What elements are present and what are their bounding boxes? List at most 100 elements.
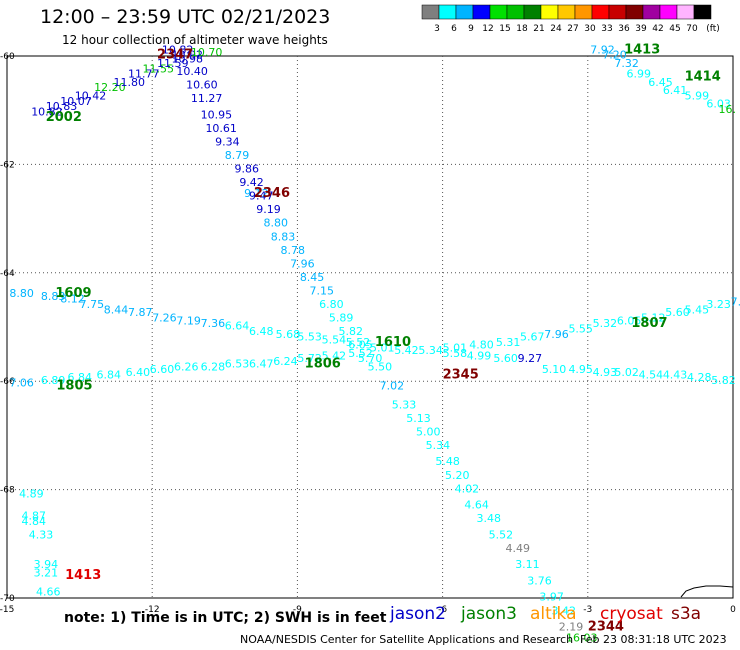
swh-value: 5.42 (394, 344, 419, 357)
swh-value: 5.72 (297, 352, 322, 365)
swh-value: 5.00 (416, 425, 441, 438)
swh-value: 5.33 (392, 398, 417, 411)
x-tick-label: -6 (438, 605, 447, 615)
swh-value: 5.01 (370, 341, 395, 354)
swh-value: 2.19 (559, 621, 584, 634)
swh-value: 5.01 (443, 341, 468, 354)
swh-value: 10.95 (201, 108, 233, 121)
swh-value: 6.28 (201, 360, 226, 373)
swh-value: 3.48 (476, 512, 501, 525)
swh-value: 6.47 (249, 358, 274, 371)
swh-value: 7.20 (602, 49, 627, 62)
swh-value: 4.64 (464, 499, 489, 512)
swh-value: 5.53 (297, 331, 322, 344)
colorbar-label: 3 (434, 24, 440, 34)
swh-value: 7.96 (290, 257, 315, 270)
legend-jason3: jason3 (461, 604, 517, 624)
swh-value: 8.83 (41, 290, 66, 303)
pass-time-label: 1805 (56, 378, 92, 393)
swh-value: 10.82 (162, 43, 194, 56)
colorbar-label: 9 (468, 24, 474, 34)
swh-value: 8.78 (280, 244, 305, 257)
pass-time-label: 1807 (631, 316, 667, 331)
swh-value: 6.40 (126, 366, 151, 379)
swh-value: 5.32 (593, 317, 618, 330)
swh-value: 5.70 (358, 352, 383, 365)
pass-time-label: 1610 (375, 335, 411, 350)
swh-value: 9.12 (244, 187, 269, 200)
y-tick-label: -68 (0, 486, 15, 496)
swh-value: 5.60 (665, 306, 690, 319)
swh-value: 4.95 (568, 363, 593, 376)
map-frame (6, 55, 734, 599)
colorbar-label: 27 (567, 24, 578, 34)
pass-time-label: 2002 (46, 110, 82, 125)
colorbar-label: 45 (669, 24, 680, 34)
swh-value: 3.76 (527, 574, 552, 587)
swh-value: 7.92 (590, 43, 615, 56)
swh-value: 6.41 (663, 84, 688, 97)
swh-value: 5.54 (322, 333, 347, 346)
axis-ticks: -15 -12 -9 -6 -3 0 -60 -62 -64 -66 -68 -70 (0, 52, 736, 615)
swh-value: 9.27 (518, 352, 543, 365)
swh-value: 5.42 (322, 350, 347, 363)
swh-value: 5.67 (520, 331, 545, 344)
legend-jason2: jason2 (390, 604, 446, 624)
colorbar-label: 39 (635, 24, 647, 34)
swh-value: 5.82 (711, 374, 736, 387)
legend-s3a: s3a (671, 604, 702, 624)
colorbar-label: 70 (686, 24, 698, 34)
colorbar-swatch (659, 4, 678, 20)
legend-cryosat: cryosat (600, 604, 663, 624)
swh-value: 5.12 (641, 312, 666, 325)
swh-value: 7.32 (614, 57, 639, 70)
swh-value: 11.59 (157, 57, 189, 70)
swh-value: 5.68 (276, 328, 301, 341)
y-tick-label: -64 (0, 269, 15, 279)
y-tick-label: -62 (0, 160, 15, 170)
swh-value: 6.45 (648, 76, 673, 89)
swh-value: 10.70 (191, 46, 223, 59)
swh-value: 10.60 (186, 79, 218, 92)
swh-value: 6.80 (319, 298, 344, 311)
swh-value: 5.48 (435, 455, 460, 468)
swh-value: 12.20 (94, 81, 126, 94)
colorbar-label: 15 (499, 24, 510, 34)
colorbar-swatch (574, 4, 593, 20)
colorbar-swatch (472, 4, 491, 20)
swh-value: 6.84 (97, 368, 122, 381)
y-tick-label: -60 (0, 52, 15, 62)
swh-value: 10.92 (172, 49, 204, 62)
colorbar-label: 24 (550, 24, 562, 34)
swh-value: 8.44 (104, 303, 129, 316)
swh-value: 5.34 (418, 344, 443, 357)
colorbar-swatch (540, 4, 559, 20)
pass-time-label: 1413 (65, 568, 101, 583)
swh-value: 4.33 (29, 528, 53, 541)
colorbar-label: 6 (451, 24, 457, 34)
swh-value: 5.13 (406, 412, 431, 425)
x-tick-label: 0 (730, 605, 736, 615)
swh-value: 11.80 (113, 76, 145, 89)
swh-value: 8.83 (271, 230, 296, 243)
swh-value: 6.89 (41, 374, 66, 387)
swh-value: 8.45 (300, 271, 325, 284)
swh-value: 9.47 (249, 190, 274, 203)
swh-value: 9.34 (215, 135, 240, 148)
swh-value: 5.60 (493, 352, 518, 365)
colorbar-swatch (438, 4, 457, 20)
swh-value: 4.87 (22, 509, 47, 522)
swh-value: 4.02 (455, 482, 480, 495)
colorbar-swatch (642, 4, 661, 20)
credit-line: NOAA/NESDIS Center for Satellite Applica… (240, 633, 574, 646)
swh-value: 5.45 (685, 303, 710, 316)
swh-value: 4.28 (687, 371, 712, 384)
swh-value: 4.99 (467, 350, 492, 363)
timestamp: Feb 23 08:31:18 UTC 2023 (580, 633, 727, 646)
colorbar-label: 21 (533, 24, 544, 34)
swh-value: 5.52 (348, 347, 373, 360)
swh-value: 5.99 (685, 89, 710, 102)
swh-value: 8.12 (60, 293, 85, 306)
swh-value: 4.84 (22, 515, 47, 528)
swh-value: 5.31 (496, 336, 520, 349)
